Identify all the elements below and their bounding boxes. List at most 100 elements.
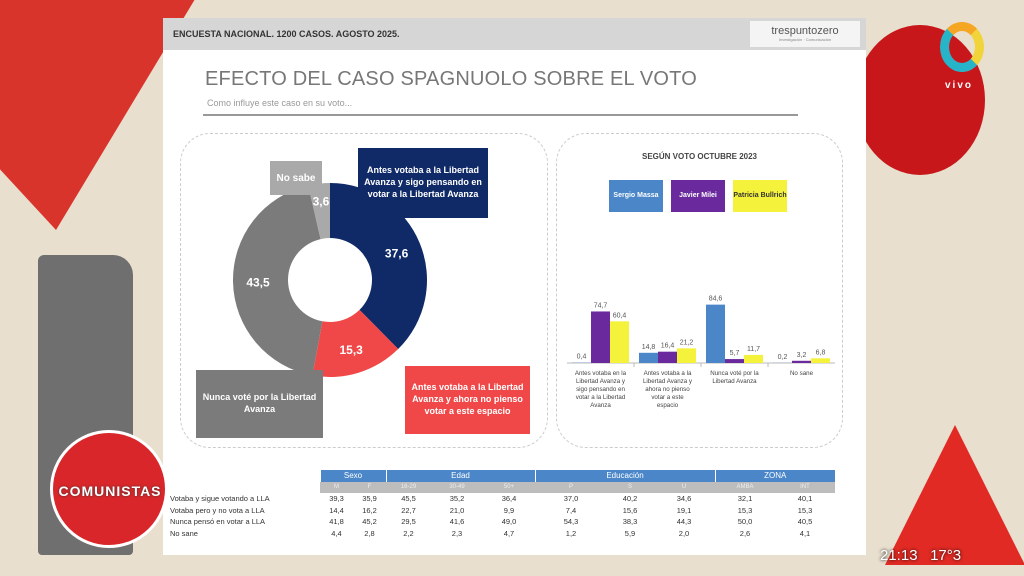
row-label: Votaba pero y no vota a LLA [170, 505, 265, 515]
bar-value-label: 6,8 [816, 349, 826, 356]
slice-label-1: Antes votaba a la Libertad Avanza y ahor… [405, 366, 530, 434]
bar-value-label: 3,2 [797, 352, 807, 359]
table-group-header: Sexo Edad Educación ZONA [170, 470, 835, 482]
column-header: 30-49 [431, 481, 483, 493]
group-header: Edad [385, 470, 535, 482]
column-header: AMBA [715, 481, 775, 493]
table-cell: 50,0 [737, 517, 753, 527]
bar-value-label: 16,4 [661, 343, 675, 350]
table-row: No sane 4,4 2,8 2,2 2,3 4,7 1,2 5,9 2,0 2,6 4,1 [170, 528, 835, 540]
bar-value-label: 84,6 [709, 296, 723, 303]
table-cell: 45,2 [362, 517, 377, 527]
column-header: S [607, 481, 653, 493]
bar [610, 321, 629, 363]
bar-panel [556, 133, 843, 448]
show-logo-text: COMUNISTAS [58, 483, 162, 499]
bar [744, 354, 763, 363]
table-cell: 7,4 [565, 505, 577, 515]
table-cell: 2,0 [678, 528, 690, 538]
bar [639, 352, 658, 363]
table-cell: 41,6 [449, 517, 465, 527]
slice-value: 43,5 [246, 276, 270, 290]
table-cell: 14,4 [329, 505, 344, 515]
survey-info: ENCUESTA NACIONAL. 1200 CASOS. AGOSTO 20… [173, 29, 400, 39]
table-cell: 40,1 [797, 494, 813, 504]
table-column-header: M F 16-29 30-49 50+ P S U AMBA INT [170, 481, 835, 493]
table-cell: 49,0 [501, 517, 517, 527]
table-cell: 9,9 [503, 505, 515, 515]
donut-chart: 37,6 15,3 43,5 3,6 [232, 183, 427, 377]
table-cell: 5,9 [624, 528, 636, 538]
background-triangle [885, 425, 1024, 565]
column-header: 16-29 [386, 481, 431, 493]
slice-value: 3,6 [313, 195, 330, 209]
table-cell: 40,2 [622, 494, 638, 504]
bar-chart: 0,4 74,7 60,4 Antes votaba en la Libertad Av… [567, 296, 835, 409]
table-cell: 22,7 [401, 505, 416, 515]
bar [658, 351, 677, 363]
group-header: ZONA [714, 470, 835, 482]
bar [811, 358, 830, 363]
table-cell: 36,4 [501, 494, 517, 504]
column-header: P [535, 481, 607, 493]
table-cell: 37,0 [563, 494, 579, 504]
table-cell: 15,3 [797, 505, 813, 515]
bar-chart-title: SEGÚN VOTO OCTUBRE 2023 [642, 152, 757, 161]
bar-value-label: 0,4 [577, 354, 587, 361]
column-header: F [353, 481, 386, 493]
donut-slice [308, 183, 330, 240]
table-cell: 38,3 [622, 517, 638, 527]
group-header: Educación [534, 470, 715, 482]
group-header: Sexo [319, 470, 386, 482]
slice-value: 37,6 [385, 247, 409, 261]
table-cell: 32,1 [737, 494, 753, 504]
bar [706, 304, 725, 363]
page-subtitle: Como influye este caso en su voto... [207, 98, 353, 108]
table-cell: 54,3 [563, 517, 579, 527]
clock-temp: 21:13 17°3 [880, 547, 961, 564]
table-cell: 44,3 [676, 517, 692, 527]
clock: 21:13 [880, 547, 918, 564]
slide: ENCUESTA NACIONAL. 1200 CASOS. AGOSTO 20… [163, 18, 866, 555]
table-cell: 34,6 [676, 494, 692, 504]
table-cell: 39,3 [329, 494, 344, 504]
logo-tagline: Investigación · Comunicación [778, 37, 832, 42]
category-label: Antes votaba a la Libertad Avanza y ahora … [643, 370, 693, 409]
slice-label-0: Antes votaba a la Libertad Avanza y sigo… [358, 148, 488, 218]
table-cell: 45,5 [401, 494, 416, 504]
table-cell: 4,1 [799, 528, 811, 538]
bar [677, 348, 696, 363]
page-title: EFECTO DEL CASO SPAGNUOLO SOBRE EL VOTO [205, 68, 697, 90]
divider [203, 114, 798, 116]
show-logo: COMUNISTAS [50, 430, 168, 548]
bar-value-label: 14,8 [642, 344, 656, 351]
table-cell: 29,5 [401, 517, 416, 527]
table-row: Votaba y sigue votando a LLA 39,3 35,9 45,5… [170, 493, 835, 505]
bar-value-label: 21,2 [680, 339, 694, 346]
table-cell: 35,9 [362, 494, 377, 504]
table-cell: 16,2 [362, 505, 377, 515]
legend-massa: Sergio Massa [609, 180, 663, 212]
bar-value-label: 60,4 [613, 312, 627, 319]
column-header: M [320, 481, 353, 493]
column-header: 50+ [483, 481, 535, 493]
table-cell: 2,3 [451, 528, 463, 538]
bar [725, 359, 744, 363]
table-cell: 1,2 [565, 528, 577, 538]
category-label: Nunca voté por la Libertad Avanza [710, 370, 759, 385]
table-cell: 21,0 [449, 505, 465, 515]
table-row: Votaba pero y no vota a LLA 14,4 16,2 22,7 2… [170, 505, 835, 517]
table-cell: 35,2 [449, 494, 465, 504]
row-label: Votaba y sigue votando a LLA [170, 494, 270, 504]
logo-text: trespuntozero [771, 25, 839, 37]
donut-slice [312, 309, 399, 377]
table-cell: 4,4 [331, 528, 342, 538]
live-label: vivo [945, 80, 974, 91]
legend-bullrich: Patricia Bullrich [733, 180, 787, 212]
category-label: Antes votaba en la Libertad Avanza y sigo … [575, 370, 627, 409]
category-label: No sane [790, 370, 814, 377]
bar-value-label: 11,7 [747, 346, 760, 353]
table-cell: 2,2 [403, 528, 414, 538]
table-cell: 15,6 [622, 505, 638, 515]
table-cell: 4,7 [503, 528, 515, 538]
